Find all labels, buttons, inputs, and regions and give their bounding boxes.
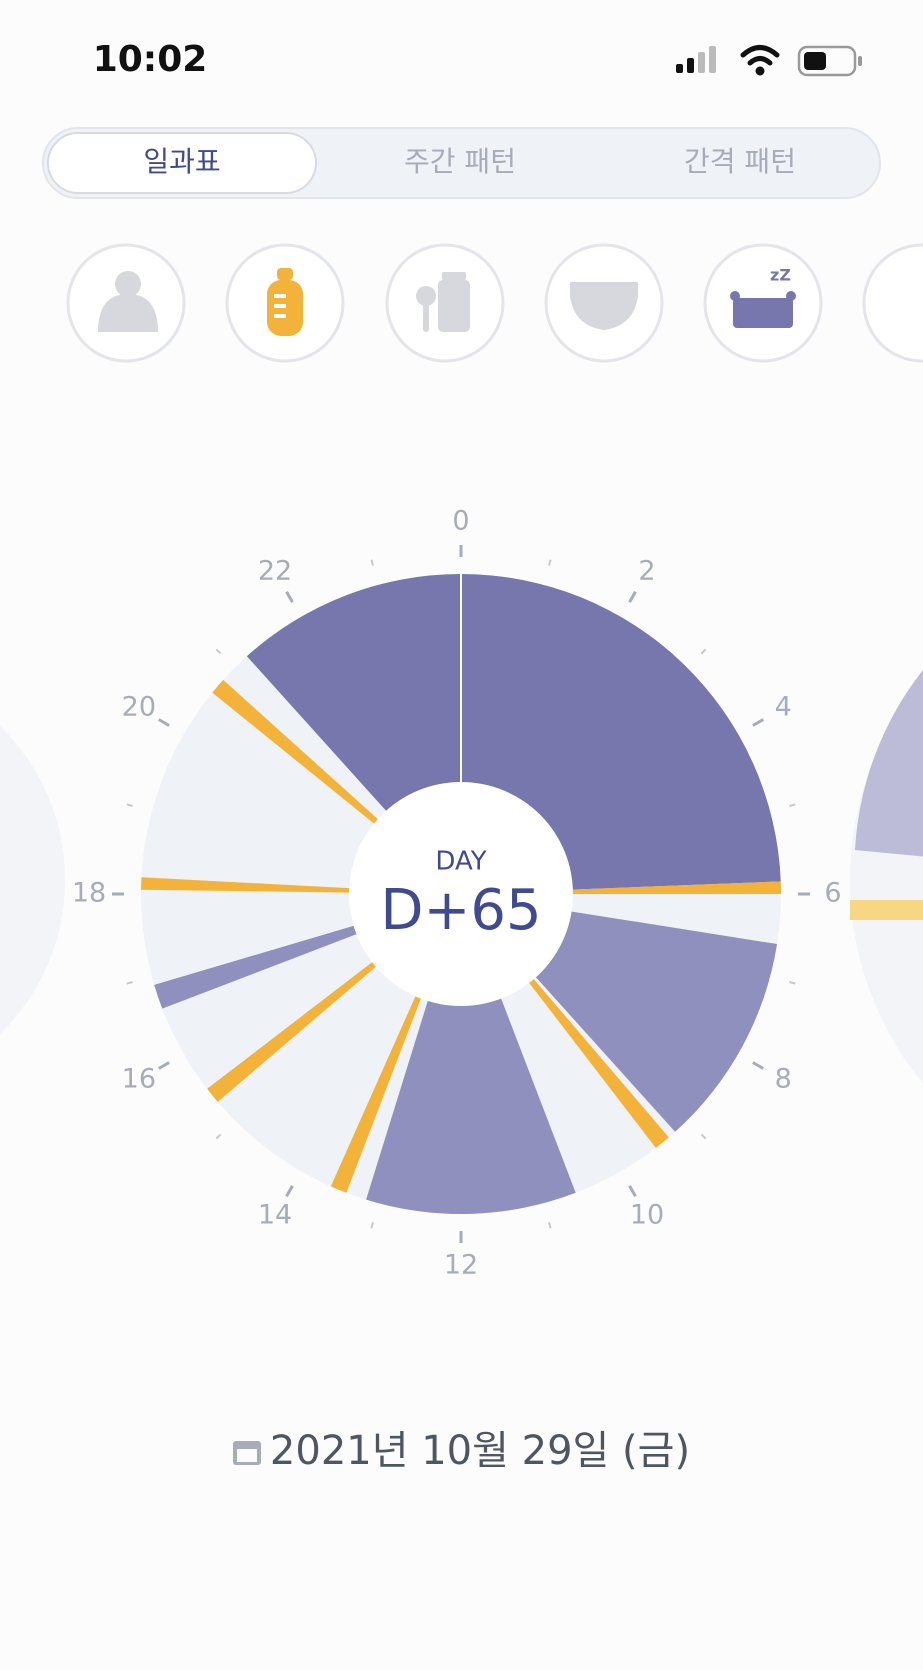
hour-label: 8 [775,1064,792,1095]
hour-tick [158,718,170,727]
hour-label: 18 [72,878,106,909]
prev-day-chart [0,726,65,1034]
hour-label: 4 [775,692,792,723]
svg-text:zZ: zZ [770,266,791,285]
hour-label: 12 [444,1250,478,1281]
bottle-icon [267,268,303,336]
status-time: 10:02 [93,39,208,80]
center-label: DAY [435,847,486,877]
sleep-icon: zZ [730,266,796,328]
hour-label: 14 [258,1200,292,1231]
diaper-icon [570,282,638,330]
time-segment [366,894,576,1214]
hour-tick [628,591,637,603]
wifi-icon [740,45,780,76]
minor-tick [700,648,707,655]
tab[interactable]: 주간 패턴 [404,145,516,178]
tab[interactable]: 일과표 [143,145,220,178]
minor-tick [700,1133,707,1140]
tab[interactable]: 간격 패턴 [684,145,796,178]
clock-center [349,782,573,1006]
hour-label: 20 [122,692,156,723]
hour-tick [752,1061,764,1070]
minor-tick [789,981,796,985]
hour-label: 16 [122,1064,156,1095]
hour-label: 2 [638,555,655,586]
hour-tick [628,1185,637,1197]
time-segment [461,574,781,894]
hour-tick [158,1061,170,1070]
category-button[interactable] [862,243,923,363]
minor-tick [215,648,222,655]
hour-tick [752,718,764,727]
hour-label: 0 [452,506,469,537]
hour-label: 22 [258,555,292,586]
minor-tick [126,803,133,807]
tab-selected[interactable] [47,132,317,194]
date-label: 2021년 10월 29일 (금) [270,1428,690,1474]
minor-tick [215,1133,222,1140]
food-icon [416,272,470,332]
minor-tick [370,1222,374,1229]
hour-label: 6 [824,878,841,909]
minor-tick [548,559,552,566]
minor-tick [370,559,374,566]
nursing-icon [98,271,158,332]
battery-icon [797,45,862,77]
hour-tick [285,591,294,603]
next-day-chart [850,669,923,1084]
hour-tick [285,1185,294,1197]
minor-tick [126,981,133,985]
signal-icon [676,46,716,73]
calendar-icon [233,1441,261,1465]
minor-tick [789,803,796,807]
hour-label: 10 [630,1200,664,1231]
center-value: D+65 [380,878,541,943]
minor-tick [548,1222,552,1229]
